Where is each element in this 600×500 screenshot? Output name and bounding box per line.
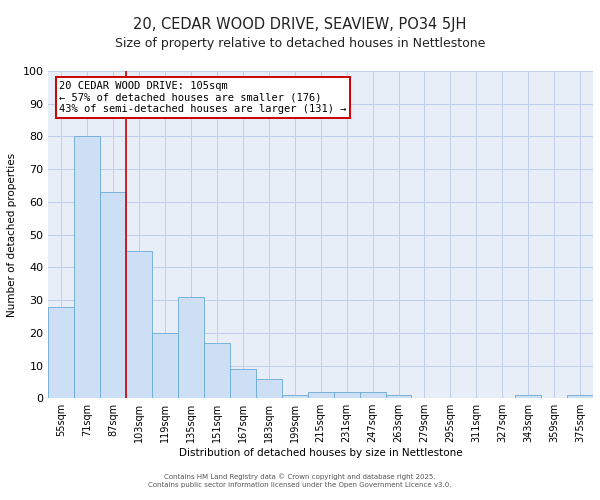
Bar bbox=[567, 395, 593, 398]
Text: Size of property relative to detached houses in Nettlestone: Size of property relative to detached ho… bbox=[115, 38, 485, 51]
Bar bbox=[152, 333, 178, 398]
Bar bbox=[386, 395, 412, 398]
Text: 20 CEDAR WOOD DRIVE: 105sqm
← 57% of detached houses are smaller (176)
43% of se: 20 CEDAR WOOD DRIVE: 105sqm ← 57% of det… bbox=[59, 81, 347, 114]
Bar bbox=[230, 369, 256, 398]
Y-axis label: Number of detached properties: Number of detached properties bbox=[7, 152, 17, 316]
Bar bbox=[515, 395, 541, 398]
Bar bbox=[126, 251, 152, 398]
Bar bbox=[334, 392, 359, 398]
Bar bbox=[256, 378, 282, 398]
X-axis label: Distribution of detached houses by size in Nettlestone: Distribution of detached houses by size … bbox=[179, 448, 463, 458]
Bar bbox=[100, 192, 126, 398]
Bar bbox=[282, 395, 308, 398]
Bar bbox=[359, 392, 386, 398]
Bar bbox=[204, 342, 230, 398]
Bar bbox=[49, 306, 74, 398]
Text: Contains HM Land Registry data © Crown copyright and database right 2025.
Contai: Contains HM Land Registry data © Crown c… bbox=[148, 474, 452, 488]
Bar bbox=[178, 297, 204, 398]
Bar bbox=[74, 136, 100, 398]
Text: 20, CEDAR WOOD DRIVE, SEAVIEW, PO34 5JH: 20, CEDAR WOOD DRIVE, SEAVIEW, PO34 5JH bbox=[133, 18, 467, 32]
Bar bbox=[308, 392, 334, 398]
